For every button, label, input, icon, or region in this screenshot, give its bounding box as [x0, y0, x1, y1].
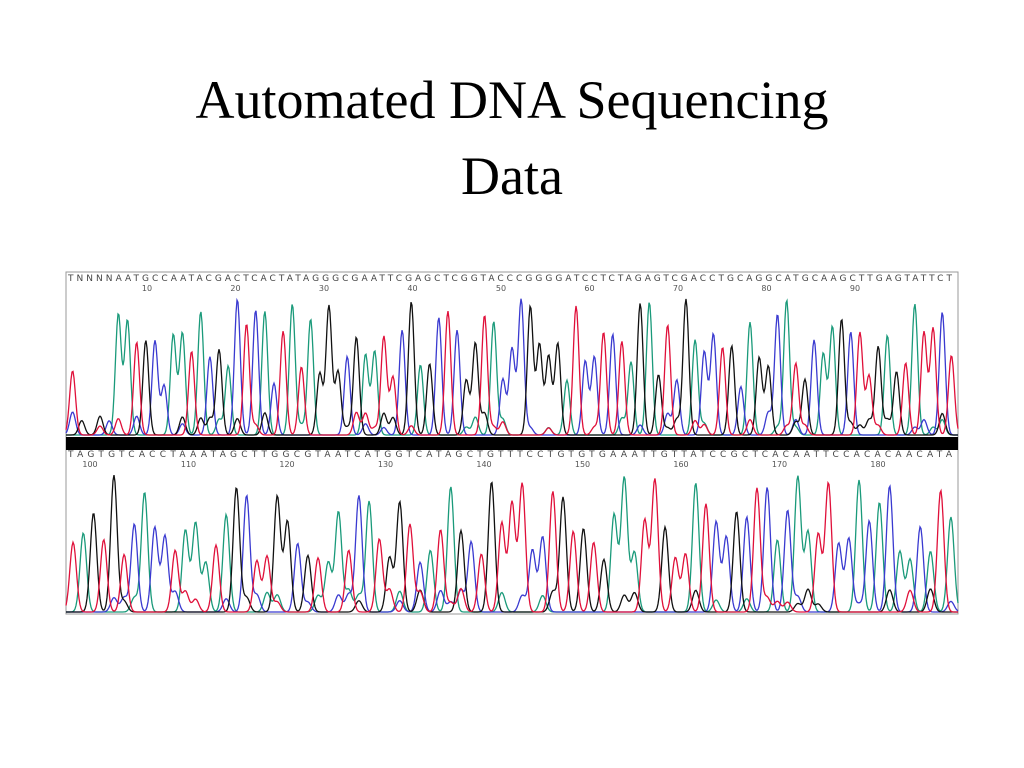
position-label: 90	[850, 284, 860, 293]
base-calls: TAGTGTCACCTAAATAGCTTGGCGTAATCATGGTCATAGC…	[67, 450, 953, 460]
trace	[65, 478, 958, 613]
position-label: 170	[772, 460, 787, 469]
position-label: 10	[142, 284, 152, 293]
position-label: 140	[476, 460, 491, 469]
position-label: 40	[407, 284, 417, 293]
position-label: 30	[319, 284, 329, 293]
row-divider	[66, 437, 958, 450]
position-label: 60	[584, 284, 594, 293]
position-label: 80	[761, 284, 771, 293]
position-label: 130	[378, 460, 393, 469]
trace	[66, 474, 958, 613]
position-label: 110	[181, 460, 196, 469]
position-label: 20	[230, 284, 240, 293]
position-label: 120	[279, 460, 294, 469]
position-label: 160	[673, 460, 688, 469]
trace	[65, 305, 959, 436]
position-label: 150	[575, 460, 590, 469]
position-label: 180	[870, 460, 885, 469]
base-calls: TNNNNAATGCCAATACGACTCACTATAGGGCGAATTCGAG…	[67, 274, 953, 284]
trace	[65, 297, 958, 436]
position-label: 70	[673, 284, 683, 293]
position-label: 100	[82, 460, 97, 469]
position-label: 50	[496, 284, 506, 293]
slide-title: Automated DNA Sequencing Data	[195, 70, 829, 206]
